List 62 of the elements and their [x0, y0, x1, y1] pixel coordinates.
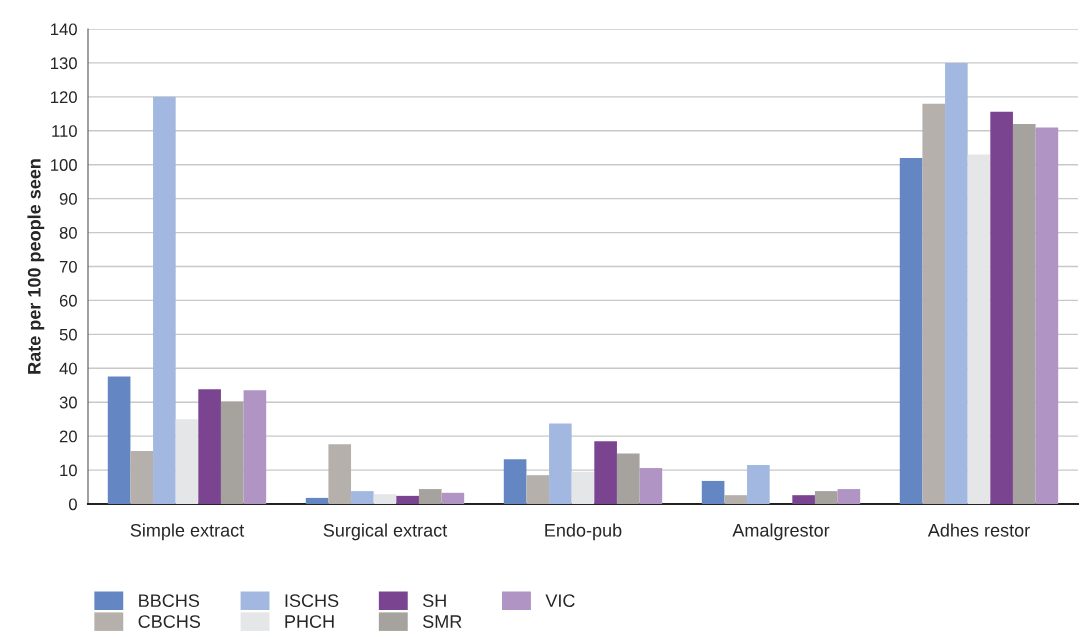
legend-label: PHCH: [285, 615, 334, 628]
y-axis-title: Rate per 100 people seen: [27, 159, 45, 374]
bar: [351, 491, 374, 504]
x-tick-label: Simple extract: [130, 523, 245, 541]
y-tick-label: 30: [59, 396, 77, 409]
bar: [130, 451, 154, 504]
bar: [305, 497, 329, 504]
y-tick-label: 120: [51, 91, 77, 104]
y-tick-label: 80: [59, 226, 77, 239]
bar: [220, 401, 244, 504]
bar: [967, 154, 991, 504]
legend-label: CBCHS: [138, 615, 201, 628]
bar: [1012, 124, 1036, 504]
bar: [616, 453, 640, 504]
bar: [396, 495, 419, 504]
bar: [198, 389, 221, 504]
y-tick-label: 20: [59, 430, 77, 443]
x-tick-label: Adhes restor: [927, 523, 1030, 537]
bar: [571, 471, 595, 504]
x-tick-label: Endo-pub: [545, 523, 622, 541]
bar: [792, 495, 815, 504]
y-tick-label: 140: [51, 23, 77, 36]
bar: [899, 157, 923, 504]
bar: [526, 475, 550, 504]
bar: [1035, 127, 1059, 504]
bar: [990, 111, 1013, 504]
y-tick-label: 70: [59, 260, 77, 273]
bar: [747, 464, 770, 504]
legend-label: VIC: [545, 594, 575, 608]
y-tick-label: 60: [59, 294, 77, 307]
bar: [503, 459, 527, 504]
bar: [549, 423, 572, 504]
y-tick-label: 110: [52, 125, 77, 137]
y-tick-label: 10: [60, 464, 77, 477]
bar: [701, 480, 725, 504]
bar: [724, 495, 748, 504]
bar: [175, 419, 199, 504]
bar: [418, 489, 442, 504]
bar: [922, 103, 946, 504]
bar: [945, 62, 968, 504]
bar: [328, 444, 352, 504]
bar: [837, 489, 861, 504]
bar: [594, 441, 617, 504]
bar: [153, 96, 176, 504]
x-tick-label: Surgical extract: [323, 523, 448, 541]
legend-label: SMR: [423, 615, 462, 628]
y-tick-label: 0: [68, 498, 77, 511]
bar: [107, 376, 131, 504]
legend-label: BBCHS: [139, 594, 200, 608]
legend-label: SH: [423, 594, 446, 608]
bar: [373, 494, 397, 504]
x-tick-label: Amalgrestor: [732, 523, 830, 541]
y-tick-label: 100: [51, 159, 77, 171]
y-tick-label: 90: [59, 193, 77, 205]
legend-label: ISCHS: [285, 594, 339, 608]
bar: [639, 468, 663, 504]
bar: [243, 390, 267, 504]
bar: [441, 492, 465, 504]
y-tick-label: 50: [59, 328, 77, 341]
bar: [814, 491, 838, 504]
y-tick-label: 40: [59, 362, 77, 375]
y-tick-label: 130: [51, 57, 77, 70]
